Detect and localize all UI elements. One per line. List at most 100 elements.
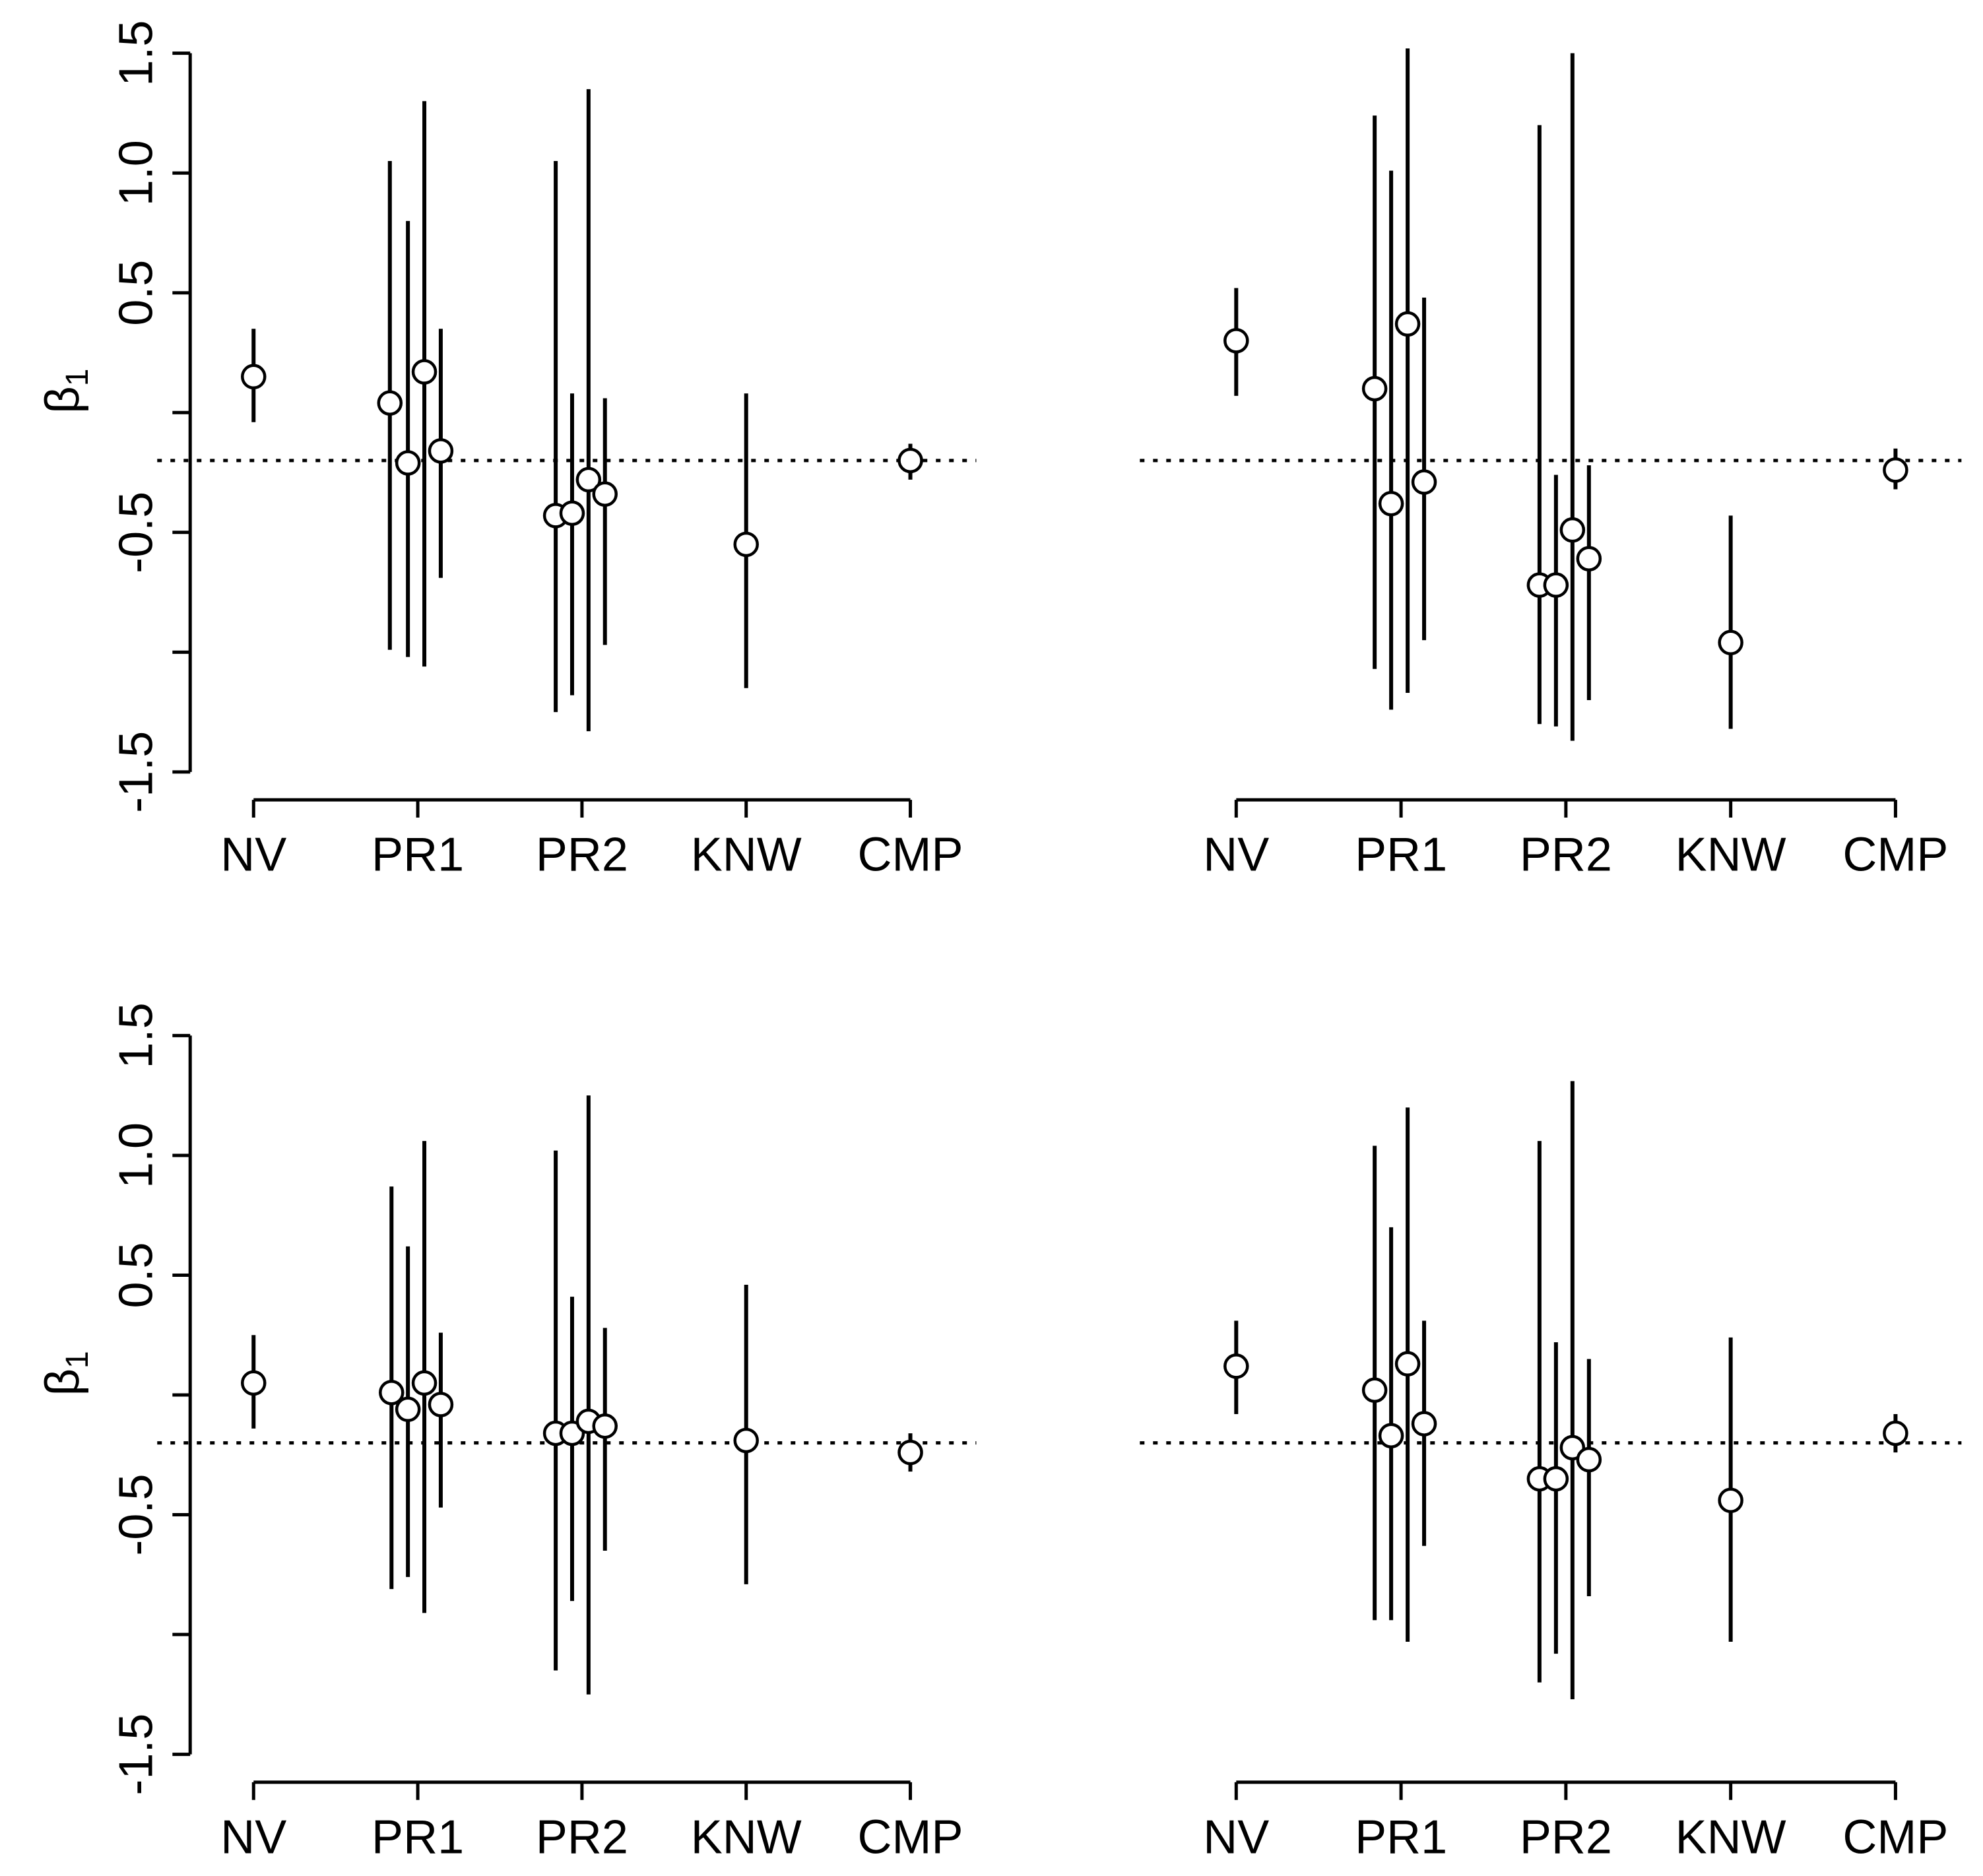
data-point — [1559, 53, 1586, 741]
point-marker — [897, 447, 923, 474]
y-axis-title: β1 — [36, 1351, 95, 1396]
data-point — [1223, 288, 1249, 396]
data-point — [428, 1332, 454, 1508]
point-marker — [395, 450, 421, 476]
point-marker — [411, 359, 438, 385]
point-marker — [559, 500, 585, 527]
data-point — [559, 393, 585, 695]
point-marker — [575, 467, 602, 493]
panel-top-right: NV PR1 PR2 KNW CMP — [1140, 48, 1962, 882]
panel-top-left: NV PR1 PR2 KNW CMP -1.5 -0.5 0.5 1.0 1.5 β1 — [36, 20, 977, 882]
data-point — [1361, 1146, 1388, 1621]
point-marker — [241, 364, 267, 390]
data-point — [897, 1433, 923, 1472]
point-marker — [377, 390, 403, 416]
data-point — [733, 1284, 759, 1584]
x-tick-label: PR2 — [536, 1811, 628, 1863]
x-tick-label: PR1 — [1355, 1811, 1447, 1863]
data-point — [1526, 125, 1553, 725]
point-marker — [1394, 311, 1421, 337]
y-axis: -1.5 -0.5 0.5 1.0 1.5 β1 — [36, 1002, 192, 1795]
data-point — [575, 1095, 602, 1695]
point-marker — [379, 1380, 405, 1406]
y-tick-label: 1.5 — [110, 20, 163, 86]
data-point — [542, 161, 569, 713]
data-point — [897, 443, 923, 480]
y-tick-label: -1.5 — [110, 731, 163, 813]
data-point — [559, 1297, 585, 1601]
x-tick-label: CMP — [1842, 829, 1948, 882]
data-point — [592, 398, 618, 645]
point-marker — [241, 1370, 267, 1396]
y-axis-title: β1 — [36, 369, 95, 414]
data-point — [395, 220, 421, 657]
y-tick-label: 0.5 — [110, 1242, 163, 1308]
x-tick-label: PR2 — [1520, 829, 1612, 882]
point-marker — [1576, 546, 1602, 571]
x-tick-label: PR1 — [372, 829, 464, 882]
data-point — [1718, 515, 1743, 729]
data-point — [1576, 1359, 1602, 1596]
data-point — [379, 1186, 405, 1590]
data-point — [241, 329, 267, 422]
x-tick-label: KNW — [1675, 1811, 1786, 1863]
y-tick-label: 0.5 — [110, 260, 163, 326]
y-tick-label: 1.0 — [110, 1122, 163, 1188]
point-marker — [1543, 1466, 1569, 1492]
point-marker — [1361, 1377, 1388, 1403]
data-point — [1526, 1141, 1553, 1683]
data-point — [411, 1141, 438, 1613]
point-marker — [592, 1413, 618, 1439]
data-point — [1378, 170, 1404, 710]
y-tick-label: -0.5 — [110, 1473, 163, 1555]
point-marker — [1394, 1351, 1421, 1377]
x-tick-label: PR2 — [536, 829, 628, 882]
data-point — [1378, 1227, 1404, 1621]
point-marker — [428, 438, 454, 464]
data-point — [1223, 1320, 1249, 1415]
x-tick-label: NV — [220, 829, 286, 882]
point-marker — [1883, 1420, 1908, 1446]
panel-bottom-right: NV PR1 PR2 KNW CMP — [1140, 1081, 1962, 1863]
y-tick-label: 1.0 — [110, 140, 163, 206]
y-tick-label: -1.5 — [110, 1714, 163, 1795]
x-tick-label: CMP — [1842, 1811, 1948, 1863]
point-marker — [897, 1439, 923, 1466]
panel-bottom-left: NV PR1 PR2 KNW CMP -1.5 -0.5 0.5 1.0 1.5 β1 — [36, 1002, 977, 1863]
data-point — [1576, 465, 1602, 700]
x-tick-label: KNW — [691, 829, 802, 882]
data-point — [1411, 1320, 1437, 1546]
point-marker — [428, 1392, 454, 1417]
data-point — [542, 1150, 569, 1671]
data-point — [1718, 1337, 1743, 1642]
data-point — [1883, 1414, 1908, 1453]
data-point — [1411, 297, 1437, 641]
data-point — [411, 101, 438, 667]
data-point — [1559, 1081, 1586, 1700]
data-point — [1361, 115, 1388, 669]
point-marker — [1718, 630, 1743, 656]
x-tick-label: CMP — [858, 829, 963, 882]
x-tick-label: KNW — [691, 1811, 802, 1863]
y-tick-label: 1.5 — [110, 1002, 163, 1068]
point-marker — [1378, 490, 1404, 517]
y-axis-title-subscript: 1 — [60, 369, 95, 387]
point-marker — [1576, 1446, 1602, 1473]
x-axis: NV PR1 PR2 KNW CMP — [220, 1780, 963, 1863]
x-tick-label: NV — [220, 1811, 286, 1863]
point-marker — [1361, 375, 1388, 402]
point-marker — [1223, 328, 1249, 354]
data-point — [1394, 1107, 1421, 1642]
x-tick-label: PR1 — [372, 1811, 464, 1863]
y-axis: -1.5 -0.5 0.5 1.0 1.5 β1 — [36, 20, 192, 813]
y-axis-title-symbol: β — [36, 386, 89, 413]
x-tick-label: PR1 — [1355, 829, 1447, 882]
x-axis: NV PR1 PR2 KNW CMP — [1203, 1780, 1948, 1863]
data-point — [592, 1328, 618, 1551]
data-point — [1883, 448, 1908, 490]
point-marker — [411, 1370, 438, 1396]
data-point — [1394, 48, 1421, 694]
point-marker — [1718, 1487, 1743, 1513]
chart-panels: NV PR1 PR2 KNW CMP -1.5 -0.5 0.5 1.0 1.5 β1 NV PR1 PR… — [36, 20, 1962, 1863]
point-marker — [1559, 517, 1586, 543]
